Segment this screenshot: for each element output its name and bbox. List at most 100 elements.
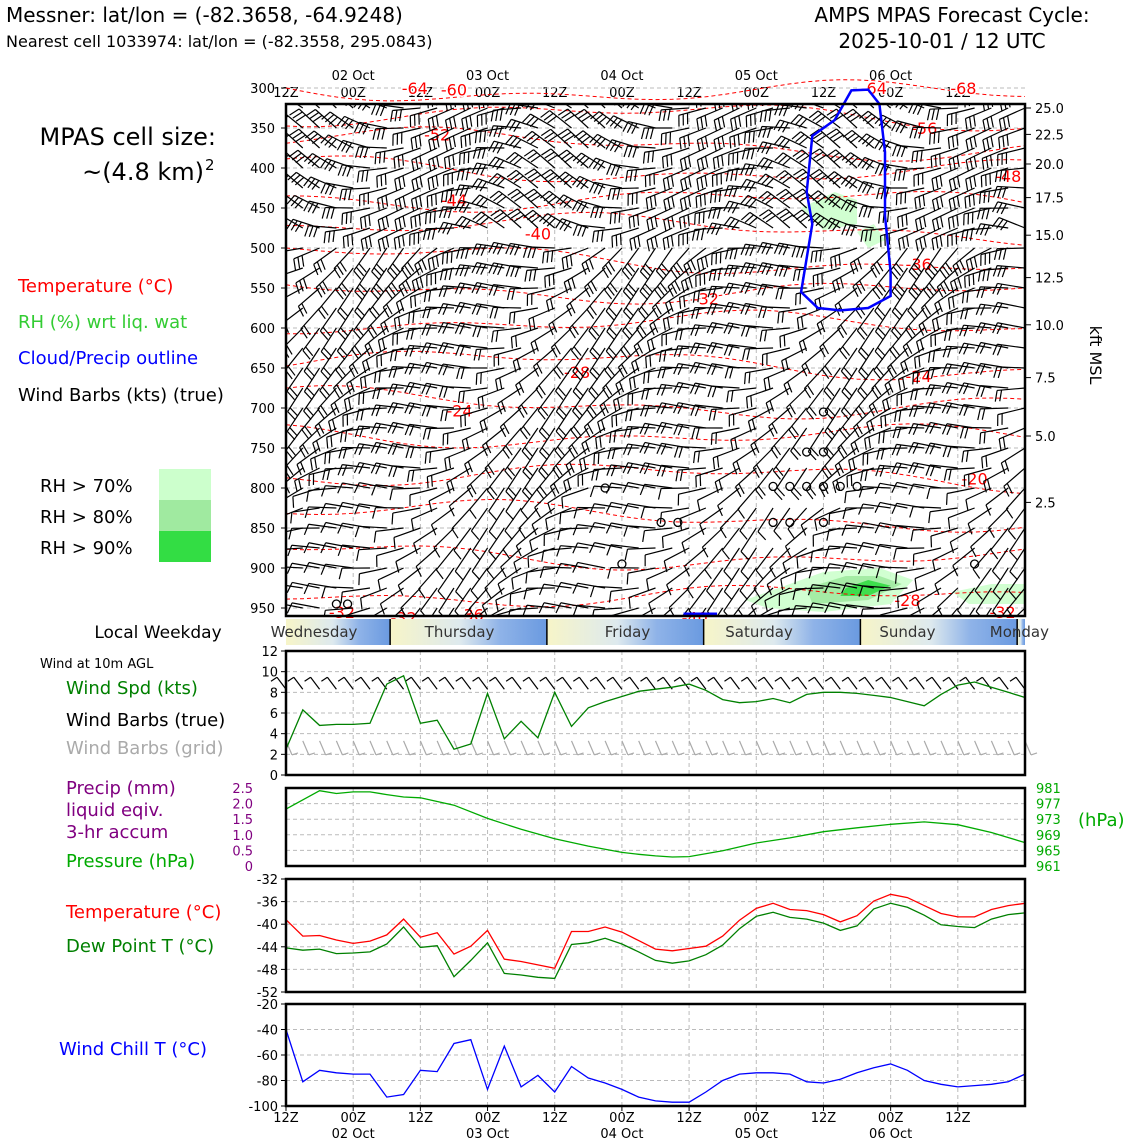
wind-barb-staff (815, 508, 840, 520)
wind-barb-flag (685, 158, 687, 169)
wind-barb-flag (630, 410, 632, 421)
wind-barb-flag (445, 158, 446, 169)
wind-barb-flag (355, 346, 362, 355)
wind-barb-flag (595, 93, 604, 100)
wind-barb-flag (309, 72, 318, 78)
wind-barb-flag (826, 546, 830, 557)
wind-barb-flag (798, 270, 800, 281)
wind-speed-label: Wind Spd (kts) (66, 678, 198, 699)
wind-barb-flag (279, 135, 288, 141)
wind-barb-flag (699, 213, 700, 224)
wind-barb-flag (735, 248, 738, 259)
wind-barb-flag (416, 178, 418, 189)
height-axis-label: kft MSL (1086, 326, 1105, 385)
wind-barb-flag (976, 342, 981, 352)
wind-barb-flag (590, 504, 594, 514)
wind-barb-flag (346, 213, 347, 224)
wind-barb-flag (893, 145, 897, 156)
wind-barb-flag (473, 326, 477, 337)
wind-barb-flag (644, 80, 650, 90)
wind-barb-flag (916, 151, 917, 162)
wind-barb-flag (883, 432, 884, 443)
wind-barb-flag (339, 447, 342, 458)
surface-wind-barb-flag (321, 677, 327, 681)
wind-barb-flag (983, 120, 985, 131)
wind-barb-flag (293, 112, 303, 118)
precip-label-3: 3-hr accum (66, 822, 168, 843)
wind-barb-staff (738, 488, 756, 509)
wind-barb-flag (942, 383, 947, 393)
wind-barb-flag (774, 446, 780, 455)
pressure-tick-label: 850 (250, 522, 275, 537)
isotherm-label: -60 (441, 81, 467, 100)
wind-barb-flag (647, 579, 649, 590)
wind-barb-flag (305, 507, 308, 518)
wind-barb-flag (835, 256, 836, 267)
surface-wind-barb (898, 677, 907, 689)
wind-barb-flag (555, 344, 561, 354)
wind-barb-flag (813, 172, 822, 178)
wind-barb-flag (614, 400, 616, 411)
wind-barb-flag (528, 556, 529, 567)
wind-barb-staff (646, 79, 673, 88)
wind-barb-flag (545, 276, 546, 287)
wind-barb-staff (452, 508, 471, 529)
wind-barb-flag (917, 372, 918, 383)
wind-barb-flag (548, 175, 557, 181)
wind-barb-flag (953, 198, 955, 209)
surface-wind-barb-flag (741, 677, 747, 681)
wind-barb-flag (923, 195, 924, 206)
surface-wind-barb (445, 677, 454, 689)
wind-barb-flag (927, 488, 930, 499)
wind-barb-flag (369, 236, 371, 247)
wind-barb-flag (653, 322, 657, 332)
wind-barb-staff (514, 548, 538, 562)
wind-barb-flag (590, 543, 595, 553)
wind-barb-flag (628, 464, 633, 474)
wind-barb-flag (825, 466, 832, 475)
wind-barb-flag (641, 507, 644, 518)
wind-barb-flag (569, 448, 575, 458)
wind-barb-flag (454, 116, 456, 127)
wind-barb-flag (457, 248, 460, 259)
precip-frame (286, 788, 1025, 866)
wind-barb-flag (718, 157, 719, 168)
wind-barb-flag (498, 404, 502, 415)
wind-barb-flag (361, 218, 362, 229)
wind-barb-flag (342, 213, 343, 224)
wind-barb-flag (539, 76, 546, 85)
wind-barb-flag (684, 136, 685, 147)
wind-barb-flag (411, 138, 412, 149)
wind-barb-flag (938, 301, 942, 312)
wind-barb-staff (698, 488, 723, 500)
wind-barb-flag (930, 423, 935, 433)
surface-wind-barb-flag (775, 677, 781, 681)
wind-barb-flag (663, 179, 665, 190)
wind-barb-flag (321, 183, 326, 193)
wind-barb-flag (766, 216, 775, 222)
wind-barb-staff (393, 508, 421, 513)
wind-barb-flag (724, 345, 728, 356)
wind-barb-flag (764, 379, 766, 390)
wind-barb-flag (647, 240, 649, 251)
wind-barb-flag (266, 507, 271, 517)
wind-barb-flag (281, 325, 285, 335)
wind-barb-flag (493, 264, 498, 274)
wind-barb-flag (684, 216, 685, 227)
surface-wind-barb (747, 677, 756, 689)
wind-barb-flag (611, 465, 615, 476)
wind-barb-flag (607, 465, 611, 476)
wind-barb-flag (860, 609, 862, 620)
wind-barb-flag (936, 237, 938, 248)
wind-barb-flag (360, 147, 363, 158)
wind-barb-flag (901, 146, 905, 157)
surface-wind-barb-flag (355, 677, 361, 681)
wind-barb-flag (261, 540, 263, 551)
wind-barb-flag (608, 189, 611, 200)
wind-barb-flag (919, 356, 920, 367)
wind-barb-flag (779, 266, 783, 277)
wind-barb-flag (894, 549, 897, 560)
wind-barb-flag (375, 81, 381, 91)
wind-barb-flag (943, 364, 947, 374)
wind-barb-flag (661, 404, 666, 414)
